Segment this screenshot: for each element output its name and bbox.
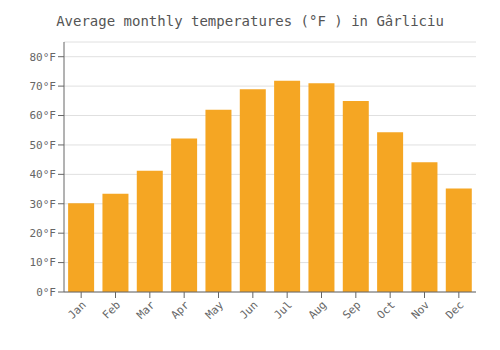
svg-text:60°F: 60°F — [30, 109, 57, 122]
svg-text:Aug: Aug — [306, 298, 329, 321]
svg-text:70°F: 70°F — [30, 80, 57, 93]
svg-text:Feb: Feb — [100, 298, 123, 321]
svg-text:50°F: 50°F — [30, 139, 57, 152]
svg-text:Apr: Apr — [169, 298, 193, 322]
html-text:Average monthly temperatures (: Average monthly temperatures (°F ) in Gâ… — [56, 13, 444, 29]
svg-text:Jun: Jun — [237, 298, 260, 321]
svg-text:20°F: 20°F — [30, 227, 57, 240]
svg-text:Nov: Nov — [409, 298, 433, 322]
svg-text:Jul: Jul — [272, 298, 295, 321]
svg-text:Jan: Jan — [66, 298, 89, 321]
svg-text:Mar: Mar — [134, 298, 158, 322]
svg-text:Dec: Dec — [443, 298, 466, 321]
svg-text:May: May — [203, 298, 227, 322]
svg-text:Oct: Oct — [375, 298, 398, 321]
svg-text:30°F: 30°F — [30, 198, 57, 211]
svg-text:Sep: Sep — [340, 298, 363, 321]
svg-text:40°F: 40°F — [30, 168, 57, 181]
svg-text:10°F: 10°F — [30, 256, 57, 269]
svg-text:0°F: 0°F — [36, 286, 56, 299]
svg-text:80°F: 80°F — [30, 51, 57, 64]
